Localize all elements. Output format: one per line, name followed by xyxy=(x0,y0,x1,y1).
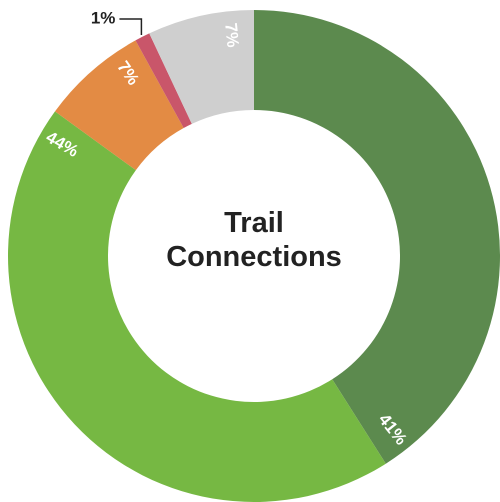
donut-segment xyxy=(135,33,192,129)
donut-segment xyxy=(149,10,254,124)
donut-segment xyxy=(254,10,500,464)
leader-line xyxy=(119,18,143,36)
data-label: 1% xyxy=(91,9,116,28)
donut-segment xyxy=(8,111,386,502)
donut-segment xyxy=(54,40,184,171)
data-label: 7% xyxy=(221,22,242,48)
chart-title: Trail Connections xyxy=(166,207,342,273)
